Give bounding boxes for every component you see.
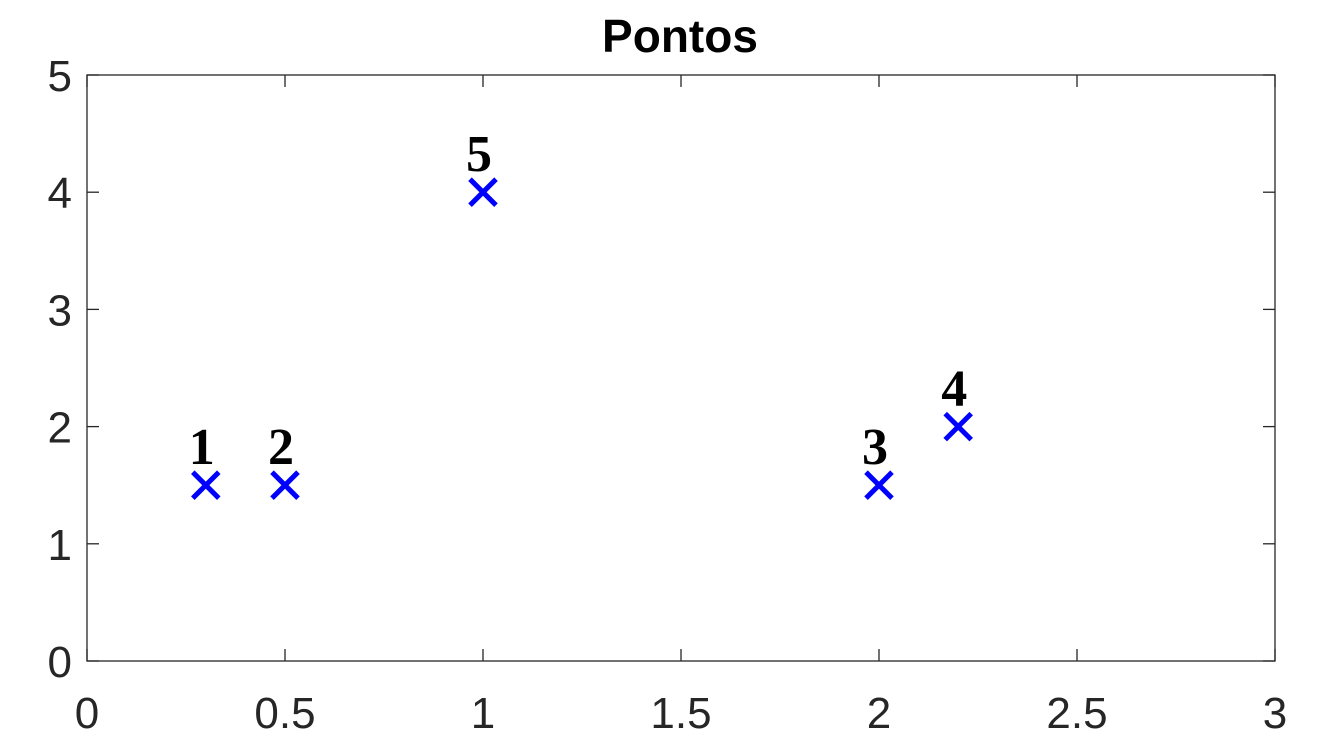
x-marker-stroke: [191, 470, 221, 500]
x-tick-label: 0: [75, 689, 99, 738]
data-point: 3: [862, 419, 894, 500]
x-tick-label: 2: [867, 689, 891, 738]
x-tick-label: 3: [1263, 689, 1287, 738]
point-label: 2: [268, 419, 294, 476]
x-marker-stroke: [864, 470, 894, 500]
point-label: 3: [862, 419, 888, 476]
data-point: 5: [466, 126, 498, 207]
point-label: 4: [941, 361, 967, 418]
x-marker-stroke: [943, 411, 973, 442]
x-tick-label: 2.5: [1046, 689, 1107, 738]
x-axis-ticks: 0 0.5 1 1.5 2 2.5 3: [75, 75, 1287, 738]
data-point: 4: [941, 361, 973, 442]
point-label: 5: [466, 126, 492, 183]
point-label: 1: [189, 419, 215, 476]
y-tick-label: 1: [48, 521, 72, 570]
data-point: 1: [189, 419, 221, 500]
plot-area-frame: [86, 74, 1276, 662]
x-tick-label: 0.5: [254, 689, 315, 738]
axes: [86, 74, 1276, 662]
y-tick-label: 3: [48, 286, 72, 335]
y-tick-label: 0: [48, 638, 72, 687]
data-points: 1 2 34 5: [189, 126, 973, 500]
x-marker-stroke: [468, 177, 498, 207]
y-tick-label: 4: [48, 169, 72, 218]
x-tick-label: 1.5: [650, 689, 711, 738]
data-point: 2: [268, 419, 300, 500]
x-marker-stroke: [270, 470, 300, 500]
chart-title: Pontos: [602, 10, 758, 62]
y-tick-label: 2: [48, 404, 72, 453]
y-tick-label: 5: [48, 52, 72, 101]
x-tick-label: 1: [471, 689, 495, 738]
